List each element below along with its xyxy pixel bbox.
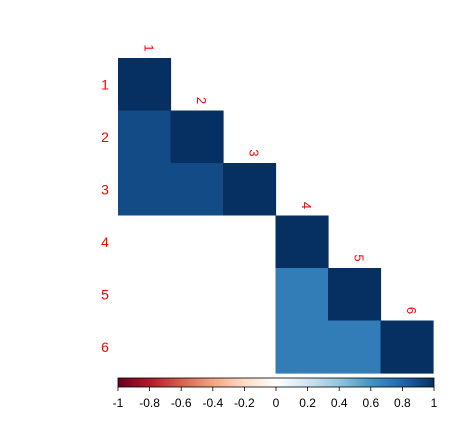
heatmap-cell-5-4 xyxy=(275,268,329,322)
row-label-4: 4 xyxy=(101,234,109,250)
colorbar xyxy=(117,377,435,388)
heatmap-cell-5-3 xyxy=(223,268,277,322)
colorbar-tick-label-0.6: 0.6 xyxy=(362,396,379,410)
heatmap-cell-5-5 xyxy=(328,268,382,322)
heatmap-cell-4-2 xyxy=(170,215,224,269)
row-label-1: 1 xyxy=(101,76,109,92)
heatmap-cells xyxy=(118,58,434,374)
heatmap-cell-1-1 xyxy=(118,58,172,112)
colorbar-tick-label--0.6: -0.6 xyxy=(171,396,192,410)
colorbar-tick-label-0.4: 0.4 xyxy=(331,396,348,410)
colorbar-tick-label-0.2: 0.2 xyxy=(299,396,316,410)
heatmap-cell-5-1 xyxy=(118,268,172,322)
column-label-6: 6 xyxy=(404,307,419,314)
row-label-6: 6 xyxy=(101,339,109,355)
heatmap-cell-4-1 xyxy=(118,215,172,269)
heatmap-cell-3-2 xyxy=(170,163,224,217)
column-label-5: 5 xyxy=(351,254,366,261)
colorbar-tick-label--0.2: -0.2 xyxy=(234,396,255,410)
heatmap-cell-6-4 xyxy=(275,320,329,374)
colorbar-tick-label-0: 0 xyxy=(273,396,280,410)
column-label-3: 3 xyxy=(246,149,261,156)
row-label-5: 5 xyxy=(101,286,109,302)
column-label-1: 1 xyxy=(141,44,156,51)
colorbar-tick-label--1: -1 xyxy=(113,396,124,410)
heatmap-cell-6-5 xyxy=(328,320,382,374)
row-label-3: 3 xyxy=(101,181,109,197)
heatmap-cell-6-3 xyxy=(223,320,277,374)
heatmap-cell-2-2 xyxy=(170,110,224,164)
heatmap-cell-3-1 xyxy=(118,163,172,217)
heatmap-cell-4-4 xyxy=(275,215,329,269)
heatmap-cell-4-3 xyxy=(223,215,277,269)
heatmap-cell-6-1 xyxy=(118,320,172,374)
heatmap-cell-6-6 xyxy=(380,320,434,374)
colorbar-tick-label-0.8: 0.8 xyxy=(394,396,411,410)
column-label-4: 4 xyxy=(299,202,314,209)
colorbar-tick-label--0.8: -0.8 xyxy=(139,396,160,410)
heatmap-cell-2-1 xyxy=(118,110,172,164)
row-label-2: 2 xyxy=(101,129,109,145)
colorbar-tick-label--0.4: -0.4 xyxy=(202,396,223,410)
column-label-2: 2 xyxy=(194,97,209,104)
colorbar-tick-label-1: 1 xyxy=(431,396,438,410)
heatmap-cell-3-3 xyxy=(223,163,277,217)
heatmap-cell-6-2 xyxy=(170,320,224,374)
heatmap-cell-5-2 xyxy=(170,268,224,322)
